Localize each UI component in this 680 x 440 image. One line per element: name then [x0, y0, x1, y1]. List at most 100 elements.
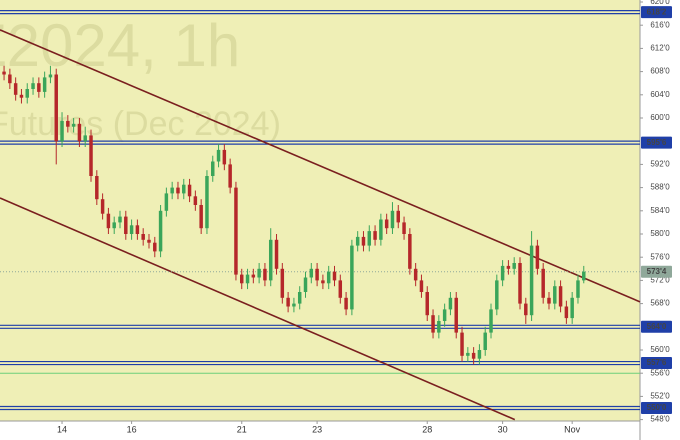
candle: [147, 234, 151, 249]
candle-body: [31, 83, 35, 89]
candle: [170, 181, 174, 200]
candle: [135, 219, 140, 240]
y-tick-label: 548'0: [650, 415, 670, 424]
y-tick-label: 612'0: [650, 44, 670, 53]
candle: [118, 210, 122, 229]
candle-body: [257, 268, 261, 278]
candle: [332, 265, 337, 287]
candle: [89, 129, 93, 182]
candle: [315, 263, 319, 287]
price-label-box: [641, 136, 672, 149]
candle-body: [89, 135, 93, 176]
candle-body: [379, 219, 383, 240]
y-tick-label: 616'0: [650, 20, 670, 29]
candle: [2, 65, 6, 81]
candle: [158, 205, 163, 258]
candle-body: [147, 239, 151, 243]
candle-body: [135, 225, 140, 234]
price-label: 595'6: [647, 138, 667, 147]
candle: [228, 158, 232, 194]
candle: [297, 286, 302, 310]
x-tick-label: 16: [127, 424, 137, 434]
candle-body: [477, 350, 482, 359]
y-tick-label: 580'0: [650, 229, 670, 238]
candle: [437, 315, 441, 339]
candle-body: [408, 234, 412, 269]
watermark-symbol: Z2024, 1h: [0, 12, 240, 79]
candle: [257, 263, 261, 284]
candle-body: [466, 352, 470, 356]
candle: [431, 309, 435, 339]
candle: [535, 239, 540, 275]
candle-body: [240, 274, 244, 284]
candle-body: [124, 216, 128, 234]
candle-body: [419, 280, 424, 292]
candle: [564, 300, 569, 324]
candle: [13, 77, 18, 101]
candle: [448, 292, 453, 316]
candle-body: [529, 245, 534, 316]
candle: [512, 257, 516, 275]
candle: [321, 274, 325, 290]
candle-body: [228, 164, 232, 188]
candle: [251, 268, 256, 284]
candle-body: [83, 135, 87, 142]
candle-body: [245, 274, 250, 284]
candle-body: [558, 286, 563, 307]
candle: [570, 292, 574, 324]
y-tick-label: 552'0: [650, 392, 670, 401]
candle-body: [332, 271, 337, 281]
candle: [112, 216, 116, 234]
candle: [576, 274, 580, 304]
candle-body: [315, 268, 319, 281]
candle-body: [205, 176, 209, 229]
candle: [187, 178, 192, 203]
candle-body: [303, 277, 308, 292]
price-label: 573'4: [647, 267, 667, 276]
candle: [48, 65, 53, 84]
candle-body: [153, 242, 157, 252]
candle: [60, 112, 64, 147]
candle: [71, 118, 76, 133]
y-tick-label: 604'0: [650, 90, 670, 99]
candle: [25, 83, 29, 104]
x-tick-label: Nov: [564, 424, 581, 434]
candle-body: [60, 120, 64, 142]
candle: [54, 68, 58, 165]
candle: [558, 280, 563, 313]
candle-body: [77, 123, 82, 142]
watermark: Z2024, 1h Futures (Dec 2024): [0, 12, 281, 143]
candle: [454, 292, 458, 339]
candle: [425, 286, 429, 321]
candle: [384, 213, 389, 234]
candle-body: [448, 297, 453, 310]
time-axis: [0, 421, 640, 440]
candle-body: [234, 187, 238, 275]
watermark-description: Futures (Dec 2024): [0, 105, 281, 143]
candle-body: [66, 120, 70, 127]
candle-body: [176, 187, 180, 194]
candle-body: [442, 309, 447, 321]
candle: [8, 68, 12, 89]
candle-body: [211, 161, 215, 176]
candle-body: [222, 149, 227, 165]
candle-body: [280, 268, 285, 298]
y-tick-label: 560'0: [650, 345, 670, 354]
candle: [506, 260, 511, 275]
x-tick-label: 14: [57, 424, 67, 434]
candle: [413, 263, 418, 287]
candle-body: [8, 74, 12, 84]
candle-body: [309, 268, 314, 278]
candle: [292, 297, 296, 313]
candle: [222, 144, 227, 171]
price-label: 557'6: [647, 358, 667, 367]
price-label: 550'0: [647, 403, 667, 412]
candle-body: [95, 176, 99, 200]
candle-body: [570, 297, 574, 319]
candle: [477, 344, 482, 365]
candle-body: [251, 274, 256, 278]
candle-body: [71, 123, 76, 127]
candle-body: [268, 239, 273, 281]
candle: [553, 280, 557, 310]
candle: [303, 271, 308, 298]
